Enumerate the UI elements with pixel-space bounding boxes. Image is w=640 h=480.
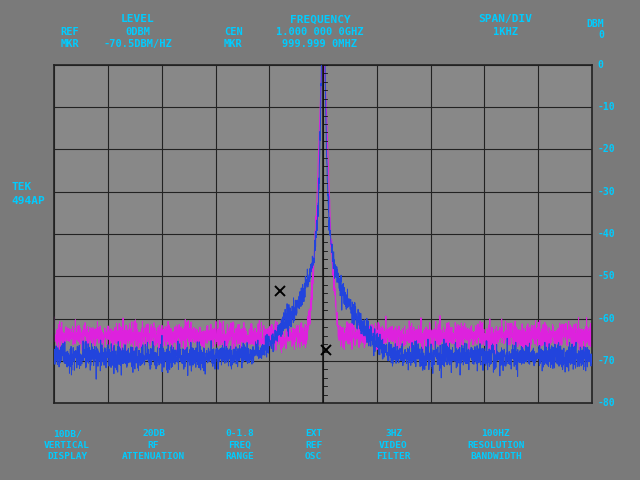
Text: FREQUENCY: FREQUENCY — [290, 14, 350, 24]
Text: 999.999 0MHZ: 999.999 0MHZ — [282, 39, 358, 49]
Text: TEK
494AP: TEK 494AP — [12, 182, 45, 206]
Text: -40: -40 — [598, 229, 616, 239]
Text: -50: -50 — [598, 271, 616, 281]
Text: 20DB
RF
ATTENUATION: 20DB RF ATTENUATION — [122, 430, 185, 461]
Text: -70: -70 — [598, 356, 616, 366]
Text: 0: 0 — [598, 60, 604, 70]
Text: CEN: CEN — [224, 27, 243, 36]
Text: -10: -10 — [598, 102, 616, 112]
Text: 0-1.8
FREQ
RANGE: 0-1.8 FREQ RANGE — [226, 430, 254, 461]
Text: 10DB/
VERTICAL
DISPLAY: 10DB/ VERTICAL DISPLAY — [44, 430, 90, 461]
Text: MKR: MKR — [224, 39, 243, 49]
Text: 1KHZ: 1KHZ — [493, 27, 518, 36]
Text: DBM: DBM — [586, 19, 604, 29]
Text: EXT
REF
OSC: EXT REF OSC — [305, 430, 322, 461]
Text: 1.000 000 0GHZ: 1.000 000 0GHZ — [276, 27, 364, 36]
Text: -30: -30 — [598, 187, 616, 197]
Text: 0DBM: 0DBM — [125, 27, 150, 36]
Text: REF: REF — [61, 27, 79, 36]
Text: 0: 0 — [598, 30, 605, 39]
Text: LEVEL: LEVEL — [121, 14, 154, 24]
Text: -60: -60 — [598, 313, 616, 324]
Text: -20: -20 — [598, 144, 616, 155]
Text: MKR: MKR — [61, 39, 79, 49]
Text: 100HZ
RESOLUTION
BANDWIDTH: 100HZ RESOLUTION BANDWIDTH — [467, 430, 525, 461]
Text: SPAN/DIV: SPAN/DIV — [479, 14, 532, 24]
Text: -80: -80 — [598, 398, 616, 408]
Text: 3HZ
VIDEO
FILTER: 3HZ VIDEO FILTER — [376, 430, 411, 461]
Text: -70.5DBM/HZ: -70.5DBM/HZ — [103, 39, 172, 49]
